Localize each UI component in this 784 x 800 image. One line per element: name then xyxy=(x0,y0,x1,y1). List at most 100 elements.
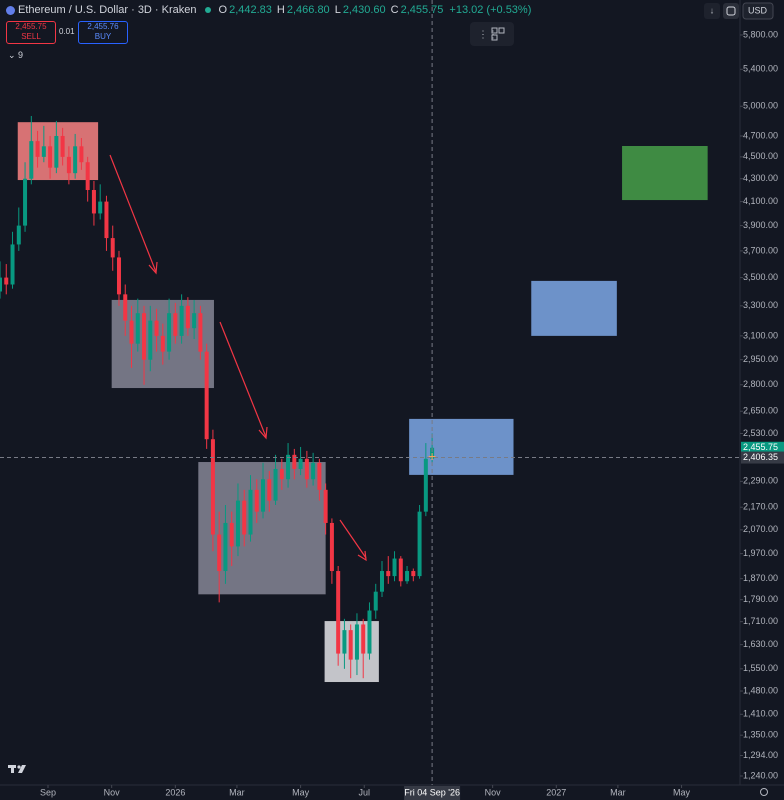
svg-text:↓: ↓ xyxy=(710,5,715,15)
crosshair-x-label: Fri 04 Sep '26 xyxy=(404,787,460,797)
y-tick-label: 1,350.00 xyxy=(743,730,778,740)
quantity[interactable]: 0.01 xyxy=(59,27,75,36)
ohlc-label: C xyxy=(390,4,399,16)
ohlc-value: 2,466.80 xyxy=(286,4,330,16)
x-tick-label: Mar xyxy=(229,787,245,797)
top-right-buttons[interactable]: ↓ USD xyxy=(704,2,774,20)
candle-body xyxy=(342,630,347,654)
y-tick-label: 1,294.00 xyxy=(743,750,778,760)
candle-body xyxy=(192,313,197,329)
buy-button[interactable]: 2,455.76 BUY xyxy=(78,21,128,44)
y-tick-label: 1,630.00 xyxy=(743,639,778,649)
candle-body xyxy=(248,489,253,535)
crosshair-y-box xyxy=(741,451,784,464)
candle-body xyxy=(23,178,28,226)
candle-body xyxy=(179,305,184,336)
y-tick-label: 4,700.00 xyxy=(743,130,778,140)
candle-body xyxy=(373,591,378,611)
ohlc: O 2,442.83 H 2,466.80 L 2,430.60 C 2,455.75 xyxy=(219,4,447,16)
candle-body xyxy=(123,294,128,321)
y-tick-label: 1,710.00 xyxy=(743,616,778,626)
candle-body xyxy=(204,351,209,440)
y-tick-label: 1,480.00 xyxy=(743,685,778,695)
candle-body xyxy=(311,462,316,480)
candle-body xyxy=(129,320,134,344)
sell-button[interactable]: 2,455.75 SELL xyxy=(6,21,56,44)
candle-body xyxy=(173,313,178,336)
candle-body xyxy=(198,313,203,352)
candle-body xyxy=(167,313,172,352)
y-tick-label: 4,100.00 xyxy=(743,196,778,206)
candle-body xyxy=(261,479,266,512)
candle-body xyxy=(361,624,366,654)
y-tick-label: 5,800.00 xyxy=(743,29,778,39)
candle-body xyxy=(405,571,410,582)
candle-body xyxy=(317,462,322,490)
indicator-count: 9 xyxy=(18,50,24,60)
candle-body xyxy=(91,190,96,214)
candle-body xyxy=(142,313,147,360)
ohlc-label: O xyxy=(218,4,228,16)
candle-body xyxy=(229,522,234,547)
y-tick-label: 3,500.00 xyxy=(743,272,778,282)
candle-body xyxy=(4,277,9,285)
y-tick-label: 5,000.00 xyxy=(743,101,778,111)
candle-body xyxy=(279,468,284,480)
currency[interactable]: USD xyxy=(748,5,768,15)
candle-body xyxy=(417,511,422,577)
y-tick-label: 2,950.00 xyxy=(743,354,778,364)
y-tick-label: 3,300.00 xyxy=(743,300,778,310)
indicators-toggle[interactable]: ⌄ 9 xyxy=(8,50,24,60)
candle-body xyxy=(235,500,240,547)
candle-body xyxy=(354,624,359,660)
layout-button[interactable]: ⋮⋮ xyxy=(470,22,514,46)
y-tick-label: 3,100.00 xyxy=(743,330,778,340)
symbol: Ethereum / U.S. Dollar · 3D · Kraken xyxy=(18,4,197,16)
y-tick-label: 3,900.00 xyxy=(743,220,778,230)
candle-body xyxy=(254,489,259,512)
arrows xyxy=(109,154,367,562)
candle-body xyxy=(60,135,65,157)
y-tick-label: 3,700.00 xyxy=(743,245,778,255)
coin-icon xyxy=(6,5,15,15)
y-tick-label: 2,800.00 xyxy=(743,379,778,389)
candle-body xyxy=(386,571,391,577)
x-tick-label: Nov xyxy=(485,787,502,797)
candle-body xyxy=(273,468,278,501)
candle-body xyxy=(79,146,84,163)
candle-body xyxy=(104,201,109,239)
x-tick-label: Sep xyxy=(40,787,56,797)
candle-body xyxy=(160,335,165,352)
sell-price: 2,455.75 xyxy=(15,22,47,31)
last-price-box xyxy=(741,441,784,454)
legend: Ethereum / U.S. Dollar · 3D · Kraken O 2,… xyxy=(6,4,534,16)
x-tick-label: Nov xyxy=(104,787,121,797)
candle-body xyxy=(367,610,372,654)
x-tick-label: Jul xyxy=(359,787,371,797)
candle-body xyxy=(210,439,215,535)
candle-body xyxy=(298,458,303,469)
y-tick-label: 1,240.00 xyxy=(743,770,778,780)
candle-body xyxy=(392,558,397,577)
y-tick-label: 2,170.00 xyxy=(743,502,778,512)
settings-icon[interactable] xyxy=(760,788,768,796)
candle-body xyxy=(336,571,341,654)
last-price-label: 2,455.75 xyxy=(743,442,778,452)
ohlc-value: 2,455.75 xyxy=(400,4,444,16)
candle-body xyxy=(0,277,2,292)
candle-body xyxy=(323,489,328,523)
y-tick-label: 4,300.00 xyxy=(743,173,778,183)
ohlc-value: 2,430.60 xyxy=(342,4,386,16)
x-tick-label: Mar xyxy=(610,787,626,797)
buy-label: BUY xyxy=(94,32,112,41)
tv-logo xyxy=(8,765,26,773)
candle-body xyxy=(223,522,228,572)
candle-body xyxy=(73,146,78,174)
candle-body xyxy=(29,141,34,179)
y-tick-label: 1,410.00 xyxy=(743,709,778,719)
svg-text:⋮⋮: ⋮⋮ xyxy=(478,30,498,41)
change: +13.02 (+0.53%) xyxy=(449,4,532,16)
